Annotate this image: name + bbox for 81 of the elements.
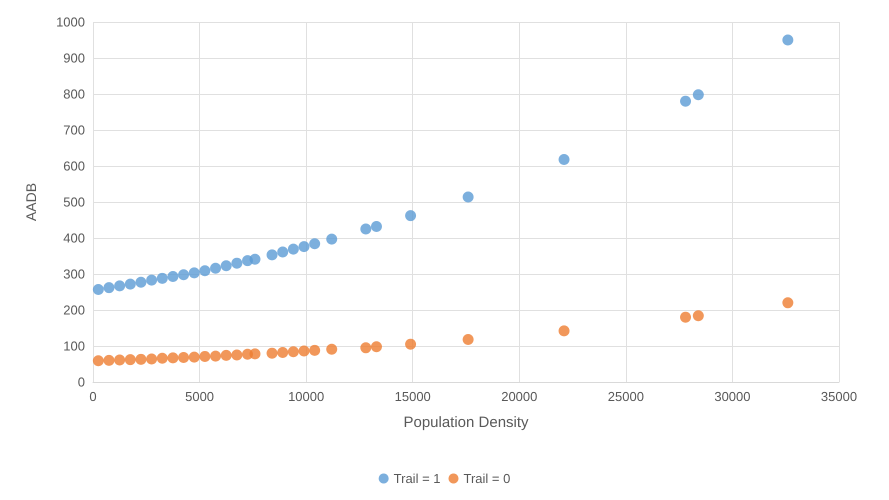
point: [298, 346, 310, 357]
y-tick-label: 500: [63, 194, 85, 210]
point: [103, 354, 114, 366]
x-tick-label: 25000: [608, 389, 644, 404]
point: [103, 282, 114, 294]
point: [288, 346, 299, 358]
y-tick-label: 600: [63, 158, 85, 174]
point: [114, 280, 126, 292]
point: [558, 154, 570, 166]
point: [309, 238, 320, 250]
point: [156, 272, 168, 284]
point: [250, 254, 260, 265]
point: [277, 246, 288, 258]
x-tick-label: 20000: [501, 389, 538, 404]
point: [360, 224, 372, 234]
point: [167, 271, 178, 282]
point: [135, 276, 146, 288]
point: [178, 352, 190, 364]
point: [309, 344, 320, 356]
y-tick-label: 800: [63, 86, 85, 102]
point: [231, 350, 242, 360]
point: [370, 341, 382, 352]
point: [146, 353, 158, 364]
legend-label: Trail = 0: [464, 471, 510, 486]
x-tick-label: 10000: [288, 389, 324, 404]
point: [146, 274, 158, 286]
legend-label: Trail = 1: [394, 471, 441, 486]
y-tick-label: 0: [78, 374, 85, 390]
x-tick-label: 30000: [714, 389, 751, 404]
x-tick-label: 35000: [820, 389, 858, 404]
y-axis-title: AADB: [23, 182, 39, 222]
x-tick-label: 15000: [394, 389, 431, 404]
point: [680, 312, 692, 323]
point: [92, 284, 104, 295]
y-tick-label: 400: [63, 230, 85, 246]
point: [231, 258, 242, 269]
y-tick-label: 300: [63, 266, 85, 282]
point: [326, 344, 338, 355]
point: [220, 260, 232, 272]
x-tick-label: 5000: [185, 389, 214, 404]
point: [326, 234, 338, 245]
y-tick-label: 200: [63, 302, 85, 318]
y-tick-label: 700: [63, 122, 85, 138]
point: [782, 34, 794, 46]
point: [266, 348, 278, 359]
point: [405, 338, 416, 350]
point: [178, 269, 190, 280]
point: [277, 346, 288, 358]
x-tick-label: 0: [89, 389, 97, 404]
point: [692, 310, 704, 322]
x-axis-title: Population Density: [403, 414, 530, 431]
point: [782, 297, 794, 308]
point: [210, 350, 222, 362]
point: [124, 354, 136, 366]
point: [250, 348, 260, 360]
point: [135, 354, 146, 365]
point: [188, 352, 200, 363]
point: [210, 262, 222, 274]
point: [188, 267, 200, 278]
y-tick-label: 100: [63, 338, 85, 354]
y-tick-label: 900: [63, 50, 85, 66]
point: [405, 210, 416, 222]
point: [266, 249, 278, 260]
point: [462, 191, 474, 202]
point: [199, 350, 210, 362]
point: [199, 265, 210, 276]
point: [124, 278, 136, 290]
point: [558, 325, 570, 336]
point: [360, 342, 372, 354]
point: [167, 352, 178, 364]
point: [462, 334, 474, 346]
point: [680, 96, 692, 107]
y-tick-label: 1000: [56, 14, 85, 30]
point: [220, 350, 232, 361]
point: [692, 89, 704, 100]
point: [92, 355, 104, 366]
point: [298, 241, 310, 252]
point: [114, 354, 126, 366]
point: [156, 352, 168, 364]
point: [288, 244, 299, 255]
point: [370, 220, 382, 232]
